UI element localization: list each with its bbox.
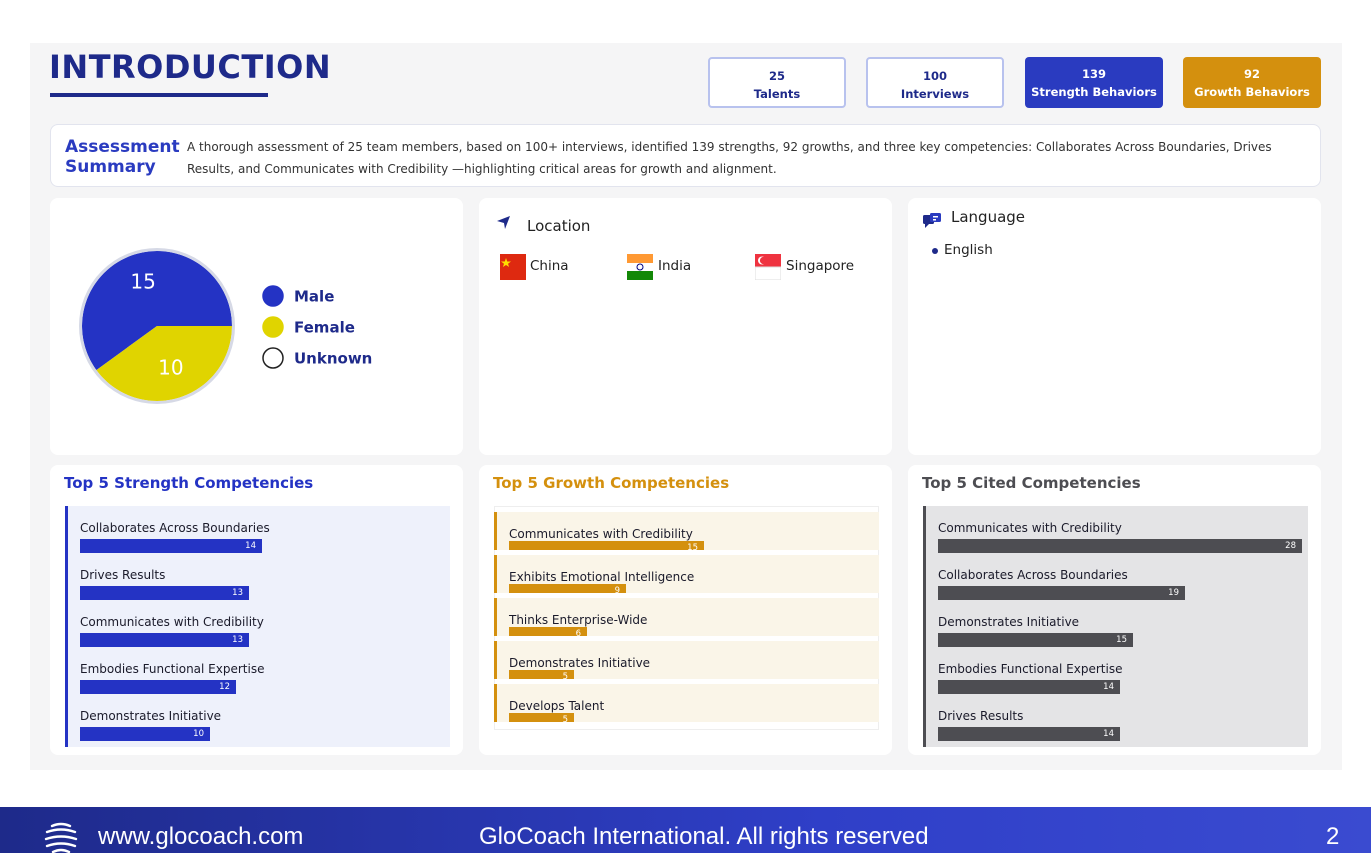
value-label: 12 <box>219 682 230 692</box>
country-name: India <box>658 258 692 274</box>
value-label: 5 <box>562 672 568 682</box>
flag-singapore <box>755 254 781 280</box>
value-label: 14 <box>245 541 256 551</box>
footer-bar <box>0 807 1371 853</box>
footer-website[interactable]: www.glocoach.com <box>98 823 304 850</box>
value-label: 5 <box>562 715 568 725</box>
pie-label: 10 <box>158 355 183 379</box>
bar <box>80 586 249 600</box>
summary-box <box>50 124 1321 187</box>
summary-title: Assessment Summary <box>65 137 180 177</box>
bar <box>80 727 210 741</box>
location-icon <box>497 216 510 229</box>
value-label: 15 <box>1116 635 1127 645</box>
bar <box>938 727 1120 741</box>
footer-copyright: GloCoach International. All rights reser… <box>479 823 929 850</box>
bar-label: Develops Talent <box>509 699 605 713</box>
stat-box: 139 Strength Behaviors <box>1025 57 1163 108</box>
bar <box>509 541 704 550</box>
chart-title: Top 5 Growth Competencies <box>493 474 730 492</box>
title-underline <box>50 93 268 97</box>
stat-label: Talents <box>753 87 801 101</box>
value-label: 9 <box>614 586 620 596</box>
value-label: 28 <box>1285 541 1296 551</box>
value-label: 15 <box>687 543 698 553</box>
language-title: Language <box>951 208 1026 226</box>
value-label: 10 <box>193 729 204 739</box>
bar-label: Exhibits Emotional Intelligence <box>509 570 695 584</box>
bar-label: Demonstrates Initiative <box>938 615 1080 629</box>
footer-logo <box>44 822 78 853</box>
legend-label: Female <box>294 319 355 337</box>
language-item: English <box>944 242 993 258</box>
bar <box>938 680 1120 694</box>
bar <box>80 633 249 647</box>
legend-label: Unknown <box>294 350 372 368</box>
bar-label: Communicates with Credibility <box>509 527 693 541</box>
flag-india <box>627 254 653 280</box>
location-panel <box>479 198 892 455</box>
bar-label: Demonstrates Initiative <box>509 656 651 670</box>
chart-title: Top 5 Strength Competencies <box>64 474 314 492</box>
stat-value: 25 <box>768 69 785 83</box>
bar-label: Embodies Functional Expertise <box>938 662 1123 676</box>
value-label: 14 <box>1103 729 1114 739</box>
bar <box>509 713 574 722</box>
bar <box>938 539 1302 553</box>
value-label: 14 <box>1103 682 1114 692</box>
bar-label: Embodies Functional Expertise <box>80 662 265 676</box>
bar-label: Communicates with Credibility <box>80 615 264 629</box>
pie-label: 15 <box>130 270 155 294</box>
stat-value: 139 <box>1081 67 1106 81</box>
flag-china <box>500 254 526 280</box>
bar <box>938 633 1133 647</box>
pie-slice <box>96 326 232 401</box>
bar-label: Demonstrates Initiative <box>80 709 222 723</box>
bar-label: Collaborates Across Boundaries <box>938 568 1128 582</box>
stat-value: 92 <box>1243 67 1260 81</box>
bar <box>938 586 1185 600</box>
legend-swatch <box>262 316 284 338</box>
bar-label: Thinks Enterprise-Wide <box>509 613 648 627</box>
stat-value: 100 <box>922 69 947 83</box>
page-title: INTRODUCTION <box>49 48 332 86</box>
value-label: 6 <box>575 629 581 639</box>
bar-label: Drives Results <box>938 709 1024 723</box>
stat-box: 100 Interviews <box>866 57 1004 108</box>
pie-border <box>79 248 235 404</box>
summary-text: A thorough assessment of 25 team members… <box>187 140 1272 176</box>
country-name: Singapore <box>786 258 855 274</box>
value-label: 19 <box>1168 588 1179 598</box>
bar <box>80 539 262 553</box>
page-number: 2 <box>1326 823 1340 850</box>
legend-swatch <box>262 347 284 369</box>
stat-label: Strength Behaviors <box>1031 85 1157 99</box>
stat-label: Growth Behaviors <box>1194 85 1310 99</box>
chart-title: Top 5 Cited Competencies <box>922 474 1141 492</box>
bar-label: Communicates with Credibility <box>938 521 1122 535</box>
country-name: China <box>530 258 569 274</box>
pie-chart: 15 10 Male Female Unknown <box>79 248 372 404</box>
legend-label: Male <box>294 288 334 306</box>
legend-swatch <box>262 285 284 307</box>
language-panel <box>908 198 1321 455</box>
bar <box>509 627 587 636</box>
bar-label: Drives Results <box>80 568 166 582</box>
stat-box: 25 Talents <box>708 57 846 108</box>
bar <box>80 680 236 694</box>
bar-label: Collaborates Across Boundaries <box>80 521 270 535</box>
bar <box>509 670 574 679</box>
location-title: Location <box>527 217 591 235</box>
bullet <box>932 248 938 254</box>
value-label: 13 <box>232 635 243 645</box>
bar <box>509 584 626 593</box>
value-label: 13 <box>232 588 243 598</box>
stat-box: 92 Growth Behaviors <box>1183 57 1321 108</box>
pie-slice <box>82 251 232 371</box>
language-icon <box>923 213 941 228</box>
stat-label: Interviews <box>900 87 970 101</box>
